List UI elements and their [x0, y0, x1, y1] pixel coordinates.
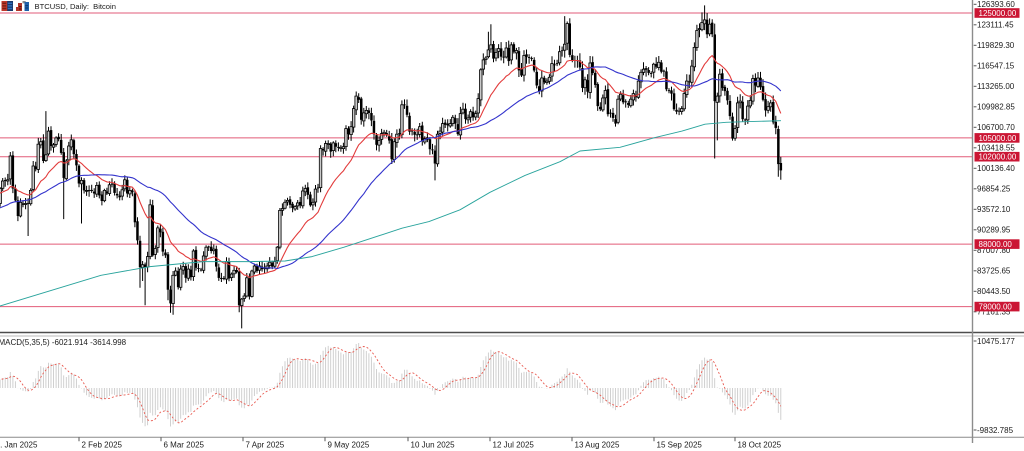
svg-text:100136.40: 100136.40 — [977, 164, 1015, 173]
svg-text:-9832.785: -9832.785 — [977, 426, 1014, 435]
svg-text:106700.70: 106700.70 — [977, 123, 1015, 132]
svg-text:7 Apr 2025: 7 Apr 2025 — [246, 441, 285, 450]
svg-text:109982.85: 109982.85 — [977, 103, 1015, 112]
svg-text:102000.00: 102000.00 — [979, 153, 1017, 162]
svg-text:119829.30: 119829.30 — [977, 41, 1015, 50]
svg-text:18 Oct 2025: 18 Oct 2025 — [738, 441, 782, 450]
svg-text:103418.55: 103418.55 — [977, 144, 1015, 153]
svg-text:78000.00: 78000.00 — [979, 303, 1013, 312]
svg-text:113265.00: 113265.00 — [977, 82, 1015, 91]
svg-text:116547.15: 116547.15 — [977, 62, 1015, 71]
svg-text:88000.00: 88000.00 — [979, 240, 1013, 249]
svg-text:13 Aug 2025: 13 Aug 2025 — [575, 441, 620, 450]
svg-text:12 Jul 2025: 12 Jul 2025 — [493, 441, 535, 450]
svg-text:6 Mar 2025: 6 Mar 2025 — [164, 441, 205, 450]
svg-text:87007.80: 87007.80 — [977, 246, 1011, 255]
svg-text:2 Feb 2025: 2 Feb 2025 — [82, 441, 123, 450]
svg-text:BTCUSD, Daily: Bitcoin: BTCUSD, Daily: Bitcoin — [35, 2, 116, 11]
svg-text:83725.65: 83725.65 — [977, 267, 1011, 276]
svg-text:10 Jun 2025: 10 Jun 2025 — [411, 441, 456, 450]
svg-text:MACD(5,35,5) -6021.914 -3614.9: MACD(5,35,5) -6021.914 -3614.998 — [0, 338, 127, 347]
svg-text:9 May 2025: 9 May 2025 — [328, 441, 370, 450]
svg-text:10475.177: 10475.177 — [977, 337, 1015, 346]
svg-text:126393.60: 126393.60 — [977, 0, 1015, 9]
svg-text:. Jan 2025: . Jan 2025 — [0, 441, 38, 450]
svg-text:125000.00: 125000.00 — [979, 9, 1017, 18]
svg-text:96854.25: 96854.25 — [977, 185, 1011, 194]
svg-text:80443.50: 80443.50 — [977, 287, 1011, 296]
svg-text:15 Sep 2025: 15 Sep 2025 — [657, 441, 703, 450]
svg-text:105000.00: 105000.00 — [979, 134, 1017, 143]
svg-text:77161.35: 77161.35 — [977, 308, 1011, 317]
svg-text:123111.45: 123111.45 — [977, 21, 1014, 30]
svg-text:93572.10: 93572.10 — [977, 205, 1011, 214]
svg-text:90289.95: 90289.95 — [977, 226, 1011, 235]
